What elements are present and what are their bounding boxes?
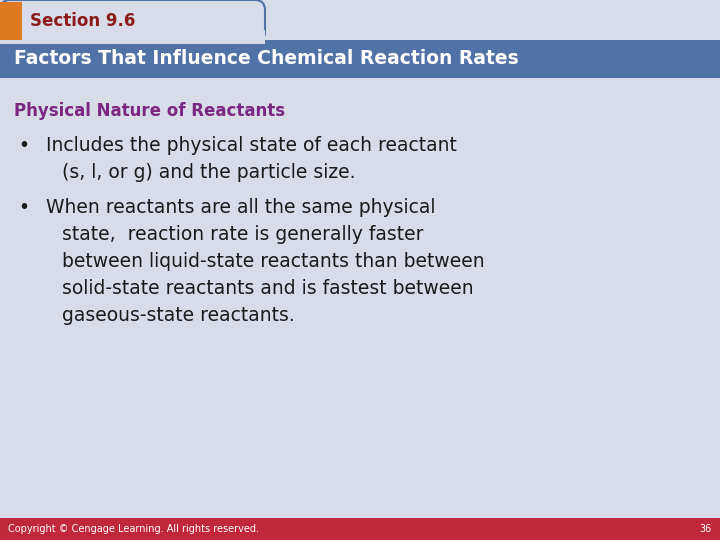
Text: Factors That Influence Chemical Reaction Rates: Factors That Influence Chemical Reaction…: [14, 50, 518, 69]
Text: 36: 36: [700, 524, 712, 534]
Text: Includes the physical state of each reactant: Includes the physical state of each reac…: [46, 136, 457, 155]
FancyBboxPatch shape: [0, 0, 265, 42]
Text: solid-state reactants and is fastest between: solid-state reactants and is fastest bet…: [62, 279, 474, 298]
Text: gaseous-state reactants.: gaseous-state reactants.: [62, 306, 294, 325]
Bar: [0, 30, 265, 44]
Text: Section 9.6: Section 9.6: [30, 12, 135, 30]
Text: Copyright © Cengage Learning. All rights reserved.: Copyright © Cengage Learning. All rights…: [8, 524, 259, 534]
Bar: [0, 518, 720, 540]
Text: (s, l, or g) and the particle size.: (s, l, or g) and the particle size.: [62, 163, 356, 182]
Text: When reactants are all the same physical: When reactants are all the same physical: [46, 198, 436, 217]
Text: state,  reaction rate is generally faster: state, reaction rate is generally faster: [62, 225, 423, 244]
Text: •: •: [18, 198, 29, 217]
Text: •: •: [18, 136, 29, 155]
Bar: [0, 2, 22, 40]
Bar: [0, 40, 720, 78]
Text: Physical Nature of Reactants: Physical Nature of Reactants: [14, 102, 285, 120]
Text: between liquid-state reactants than between: between liquid-state reactants than betw…: [62, 252, 485, 271]
